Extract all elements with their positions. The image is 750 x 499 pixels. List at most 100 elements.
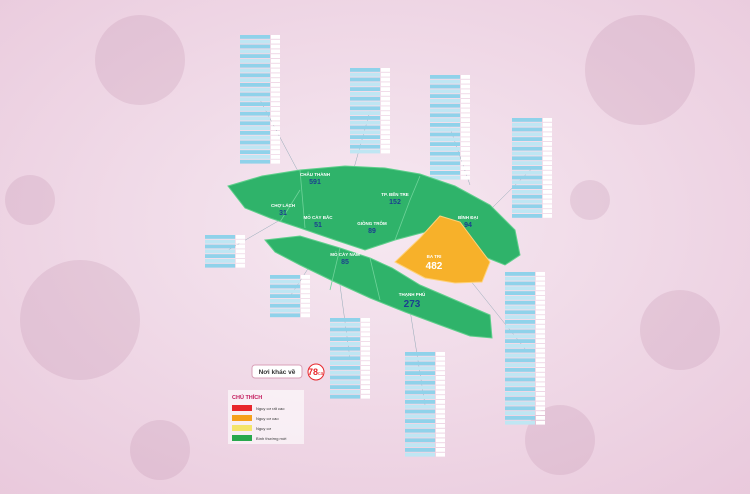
table-cell	[330, 375, 360, 380]
table-cell	[536, 353, 545, 358]
table-cell	[430, 75, 460, 79]
table-cell	[436, 428, 445, 433]
table-cell	[543, 132, 552, 137]
table-cell	[436, 452, 445, 457]
table-cell	[536, 320, 545, 324]
table-cell	[301, 289, 310, 294]
table-cell	[536, 382, 545, 387]
table-cell	[536, 363, 545, 367]
district-cases: 51	[314, 222, 322, 229]
table-cell	[240, 39, 270, 44]
table-cell	[301, 279, 310, 284]
table-cell	[271, 135, 280, 140]
table-cell	[361, 346, 370, 351]
other-label: Nơi khác về	[259, 367, 296, 376]
table-cell	[543, 170, 552, 175]
table-cell	[536, 377, 545, 382]
table-cell	[505, 324, 535, 329]
table-cell	[381, 120, 390, 125]
table-cell	[430, 84, 460, 89]
table-cell	[543, 199, 552, 204]
table-cell	[350, 130, 380, 135]
table-cell	[361, 361, 370, 365]
district-cases: 591	[309, 179, 321, 186]
district-name: BÌNH ĐẠI	[458, 213, 478, 220]
district-cases: 152	[389, 199, 401, 206]
table-cell	[505, 329, 535, 334]
district-name: THẠNH PHÚ	[399, 291, 426, 297]
district-cases: 94	[464, 222, 472, 229]
table-cell	[350, 82, 380, 87]
table-cell	[381, 130, 390, 135]
table-cell	[430, 89, 460, 94]
table-cell	[361, 375, 370, 380]
table-cell	[361, 342, 370, 346]
case-tables	[205, 35, 552, 457]
table-cell	[436, 409, 445, 414]
table-cell	[271, 39, 280, 44]
table-cell	[430, 79, 460, 84]
table-cell	[381, 125, 390, 130]
table-cell	[301, 284, 310, 289]
district-cases: 273	[404, 299, 421, 310]
table-cell	[461, 171, 470, 175]
table-cell	[270, 299, 300, 303]
table-cell	[270, 294, 300, 298]
table-cell	[436, 390, 445, 395]
table-cell	[350, 111, 380, 115]
table-cell	[461, 89, 470, 94]
table-cell	[240, 145, 270, 150]
table-cell	[350, 106, 380, 111]
table-cell	[271, 63, 280, 68]
table-cell	[461, 132, 470, 137]
table-cell	[536, 281, 545, 286]
table-cell	[381, 68, 390, 72]
table-cell	[505, 291, 535, 295]
table-cell	[505, 372, 535, 377]
table-cell	[430, 142, 460, 146]
table-cell	[505, 387, 535, 391]
table-cell	[505, 382, 535, 387]
table-cell	[505, 339, 535, 343]
connector	[449, 127, 471, 186]
table-cell	[240, 92, 270, 97]
table-cell	[381, 77, 390, 82]
table-cell	[381, 72, 390, 77]
ba-tri-district	[394, 215, 491, 284]
table-cell	[430, 103, 460, 108]
table-cell	[430, 156, 460, 161]
table-cell	[436, 414, 445, 419]
legend: CHÚ THÍCH Nguy cơ rất cao Nguy cơ cao Nguy…	[228, 390, 304, 444]
district-borders	[279, 169, 421, 301]
district-name: MỎ CÀY NAM	[330, 251, 360, 257]
table-cell	[271, 111, 280, 116]
table-cell	[543, 166, 552, 170]
table-cell	[205, 259, 235, 263]
table-cell	[205, 244, 235, 249]
table-cell	[330, 337, 360, 341]
table-cell	[536, 392, 545, 396]
table-cell	[505, 281, 535, 286]
table-cell	[240, 155, 270, 159]
table-cell	[405, 409, 435, 414]
table-cell	[461, 94, 470, 98]
table-cell	[536, 324, 545, 329]
table-cell	[461, 156, 470, 161]
table-cell	[543, 214, 552, 218]
table-cell	[536, 315, 545, 319]
table-cell	[240, 102, 270, 106]
table-cell	[240, 116, 270, 121]
table-cell	[240, 140, 270, 145]
table-cell	[430, 94, 460, 98]
table-cell	[270, 313, 300, 318]
table-cell	[330, 342, 360, 346]
table-cell	[361, 390, 370, 394]
table-cell	[381, 87, 390, 91]
other-count: 78	[308, 367, 318, 377]
table-cell	[330, 356, 360, 361]
table-cell	[461, 142, 470, 146]
table-cell	[512, 146, 542, 151]
table-cell	[350, 140, 380, 144]
table-cell	[461, 79, 470, 84]
table-cell	[405, 433, 435, 438]
